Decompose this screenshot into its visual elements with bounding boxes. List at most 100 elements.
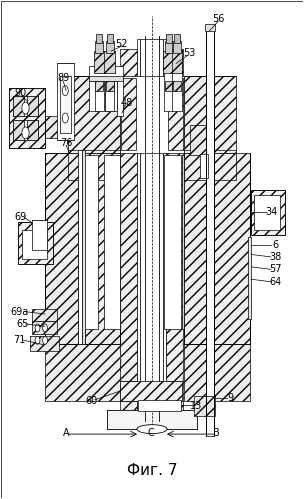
Text: 48: 48 (120, 98, 133, 108)
Ellipse shape (137, 425, 167, 434)
Circle shape (62, 86, 68, 96)
Bar (45, 153, 120, 344)
Bar (194, 396, 215, 416)
Bar (164, 38, 167, 421)
Bar (13, 120, 24, 140)
Bar (184, 150, 236, 180)
Text: 90: 90 (15, 88, 27, 98)
Bar (106, 81, 114, 91)
Bar (104, 155, 120, 329)
Bar (137, 38, 140, 421)
Bar (184, 76, 236, 153)
Text: 69a: 69a (10, 306, 29, 316)
Circle shape (35, 336, 40, 344)
Circle shape (22, 102, 29, 114)
Text: 9: 9 (227, 393, 233, 403)
Text: 60: 60 (86, 396, 98, 406)
Bar (27, 96, 37, 116)
Bar (190, 125, 206, 155)
Text: 71: 71 (13, 335, 26, 345)
Bar (121, 78, 136, 150)
Bar (174, 34, 180, 43)
Text: 69: 69 (15, 212, 27, 222)
Bar (95, 41, 103, 53)
Bar (89, 66, 123, 78)
Bar (120, 381, 182, 401)
Bar (78, 150, 82, 344)
Text: 89: 89 (57, 73, 69, 83)
Bar (95, 51, 104, 111)
Bar (82, 150, 85, 344)
Bar (107, 34, 113, 43)
Bar (80, 155, 98, 329)
Bar (9, 88, 45, 148)
Bar (57, 63, 74, 140)
Bar (45, 344, 120, 401)
Bar (138, 400, 181, 411)
Bar (18, 222, 53, 264)
Bar (171, 51, 182, 73)
Text: 56: 56 (212, 14, 224, 24)
Text: 65: 65 (16, 319, 29, 329)
Circle shape (43, 324, 47, 332)
Bar (106, 41, 114, 53)
Bar (95, 81, 103, 91)
Bar (45, 116, 59, 138)
Bar (117, 76, 123, 116)
Text: 64: 64 (269, 277, 282, 287)
Bar (105, 81, 117, 111)
Bar (68, 76, 120, 153)
Text: 57: 57 (269, 264, 282, 274)
Bar (9, 88, 45, 148)
Bar (27, 120, 37, 140)
Bar (206, 28, 214, 436)
Bar (60, 76, 71, 133)
Bar (173, 81, 181, 91)
Bar (32, 309, 57, 321)
Bar (248, 237, 251, 319)
Bar (182, 155, 184, 329)
Bar (13, 96, 37, 116)
Bar (120, 48, 137, 411)
Bar (32, 220, 47, 250)
Text: 52: 52 (116, 38, 128, 48)
Text: 53: 53 (184, 48, 196, 58)
Bar (164, 155, 181, 329)
Text: Фиг. 7: Фиг. 7 (127, 463, 177, 478)
Bar (173, 41, 181, 53)
Bar (32, 321, 57, 334)
Bar (167, 48, 183, 411)
Bar (105, 51, 114, 111)
Bar (107, 410, 197, 429)
Bar (13, 96, 24, 116)
Text: A: A (63, 428, 70, 438)
Bar (184, 153, 250, 344)
Text: 13: 13 (190, 401, 202, 411)
Bar (251, 190, 285, 235)
Bar (251, 190, 285, 235)
Text: B: B (213, 428, 220, 438)
Bar (205, 24, 215, 31)
Text: 6: 6 (272, 240, 278, 250)
Bar (163, 51, 174, 73)
Bar (165, 41, 172, 53)
Bar (18, 222, 53, 264)
Bar (200, 154, 208, 178)
Bar (254, 195, 280, 230)
Bar (164, 51, 173, 111)
Bar (89, 81, 101, 111)
Bar (89, 76, 123, 81)
Circle shape (62, 113, 68, 123)
Bar (30, 336, 59, 351)
Bar (168, 78, 183, 150)
Bar (22, 230, 47, 259)
Circle shape (22, 127, 29, 139)
Bar (165, 81, 172, 91)
Bar (96, 34, 102, 43)
Text: 38: 38 (269, 252, 282, 262)
Text: C: C (147, 428, 154, 438)
Circle shape (35, 324, 40, 332)
Bar (68, 150, 120, 180)
Bar (120, 76, 184, 153)
Bar (184, 344, 250, 401)
